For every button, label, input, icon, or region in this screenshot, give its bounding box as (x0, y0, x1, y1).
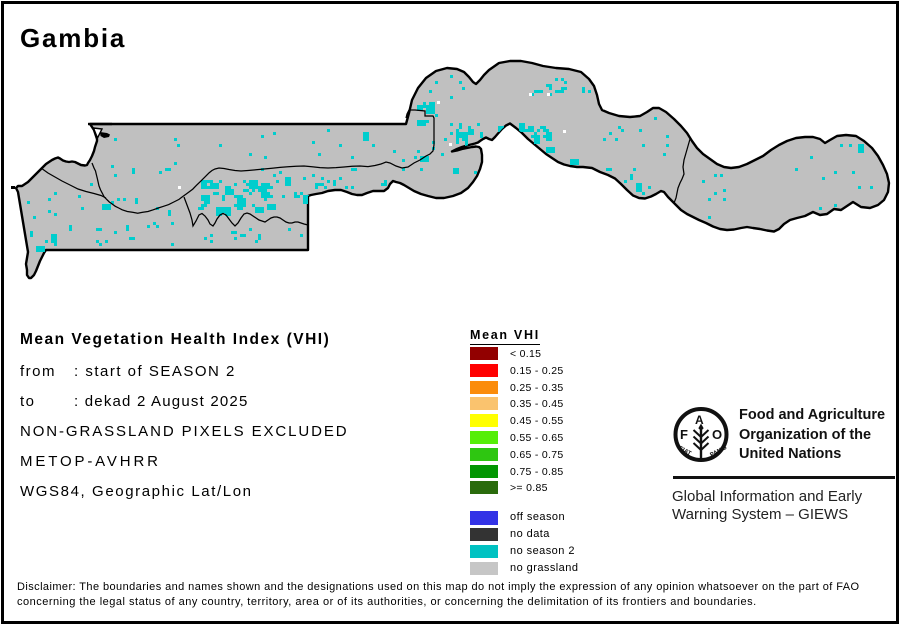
svg-text:FIAT: FIAT (678, 446, 692, 458)
svg-text:O: O (712, 427, 722, 442)
svg-text:A: A (695, 413, 704, 427)
svg-text:PANIS: PANIS (709, 445, 728, 459)
svg-text:F: F (680, 427, 688, 442)
